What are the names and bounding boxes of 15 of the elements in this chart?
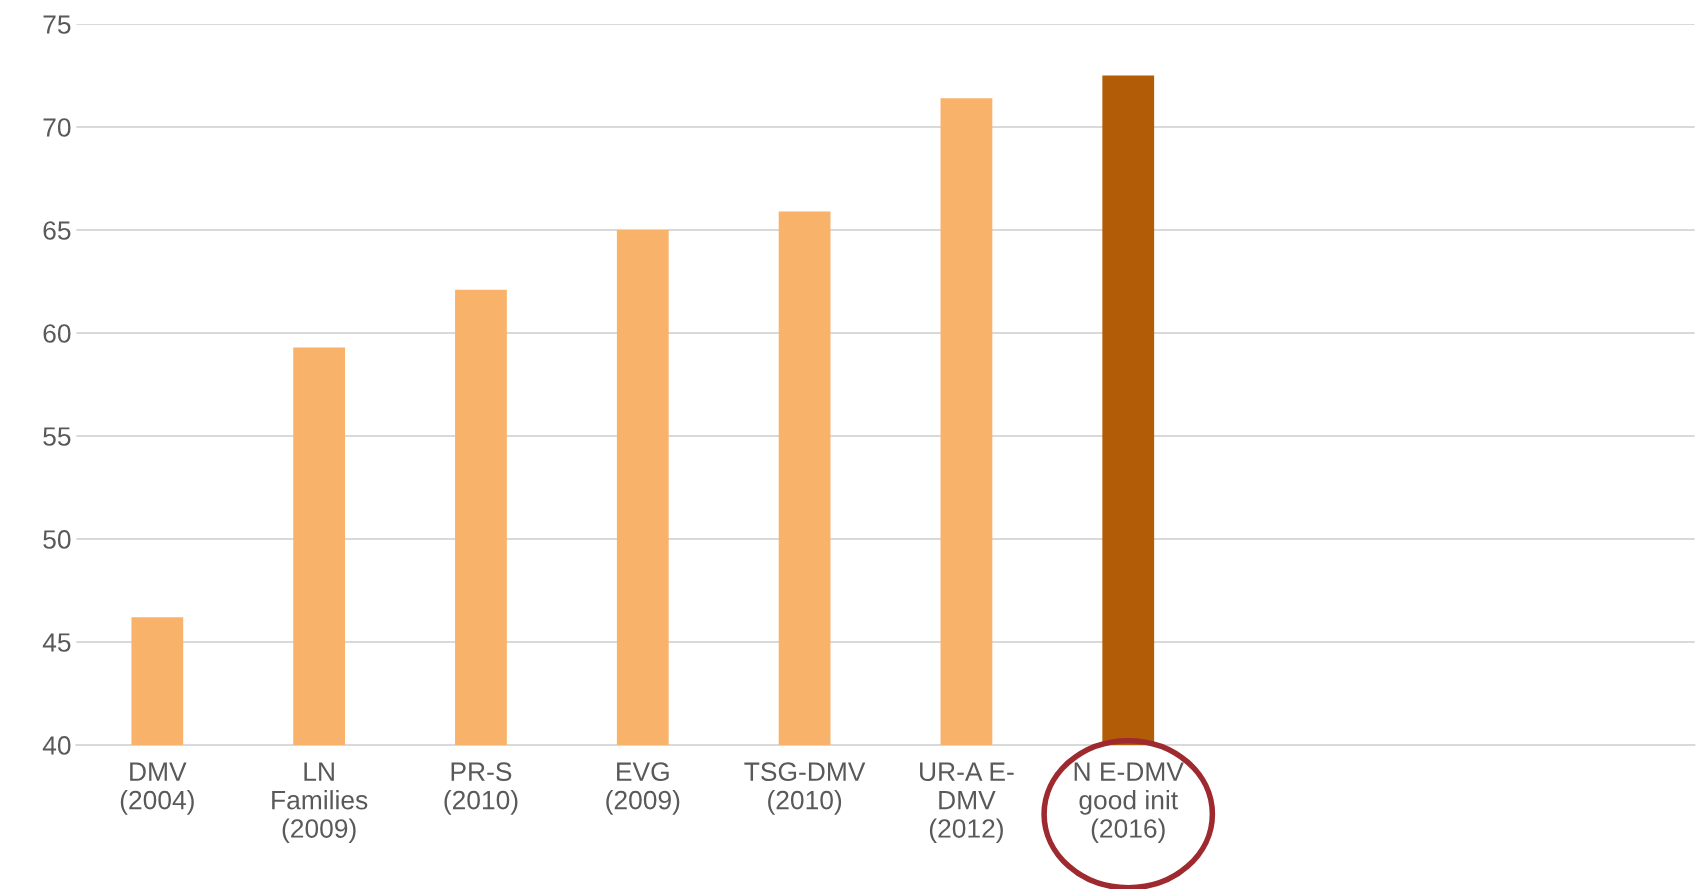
x-tick-label: UR-A E- DMV (2012): [920, 762, 1014, 844]
x-tick-label: TSG-DMV (2010): [744, 762, 866, 815]
y-tick-label: 70: [43, 118, 71, 137]
x-tick-label: DMV (2004): [120, 762, 194, 815]
y-tick-label: 40: [42, 736, 71, 755]
x-tick-label: LN Families (2009): [272, 762, 368, 844]
y-tick-label: 60: [43, 324, 71, 343]
y-tick-label: 65: [43, 221, 71, 240]
x-tick-label: EVG (2009): [606, 762, 680, 815]
y-tick-label: 75: [43, 15, 71, 34]
x-tick-label: N E-DMV good init (2016): [1074, 762, 1184, 844]
y-tick-label: 55: [43, 427, 71, 446]
y-tick-label: 45: [42, 633, 71, 652]
y-tick-label: 50: [43, 530, 71, 549]
x-tick-label: PR-S (2010): [444, 762, 518, 815]
